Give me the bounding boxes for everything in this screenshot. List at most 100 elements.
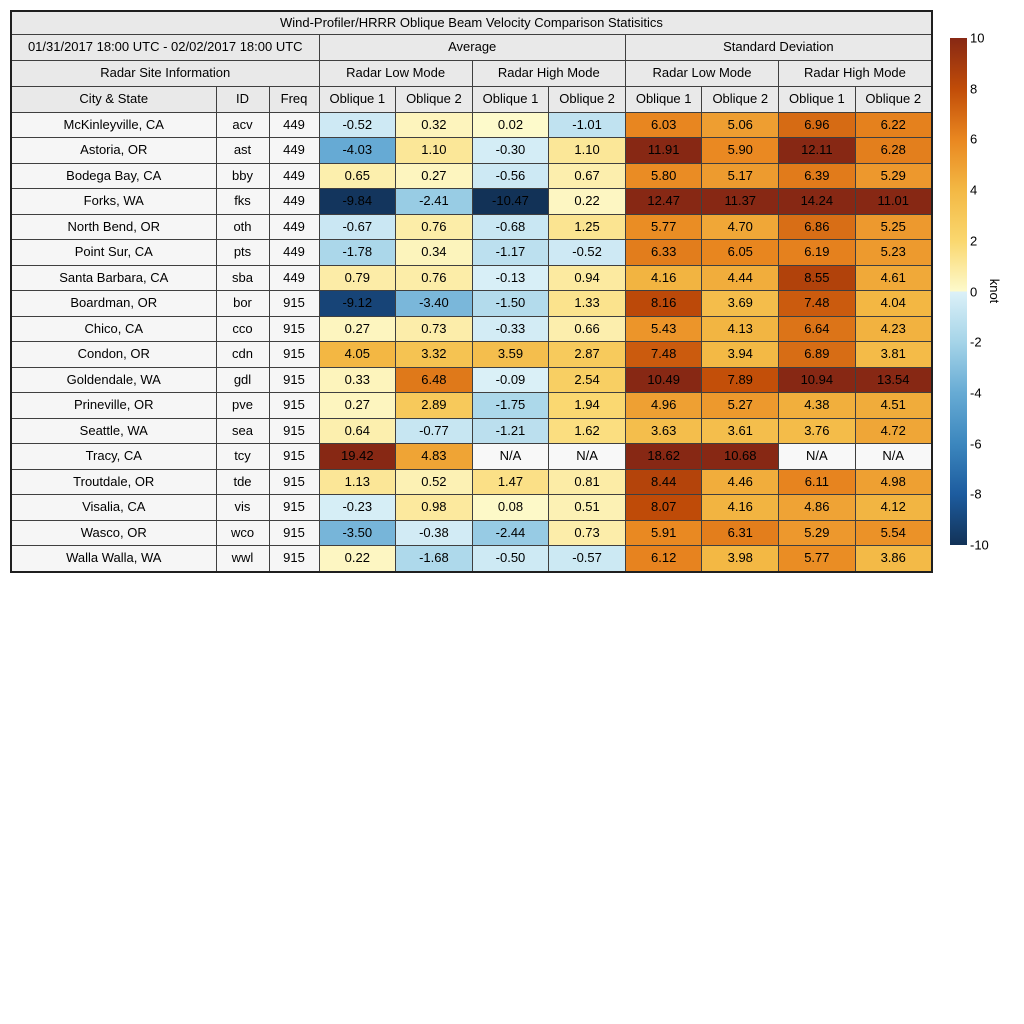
freq-cell: 915 [268, 545, 320, 573]
freq-cell: 915 [268, 392, 320, 419]
colorbar-tick: 8 [970, 81, 978, 97]
city-cell: Santa Barbara, CA [10, 264, 217, 291]
value-cell: 1.10 [395, 137, 473, 164]
value-cell: 3.63 [624, 417, 703, 444]
value-cell: 4.16 [701, 494, 780, 521]
site-id-cell: vis [215, 494, 270, 521]
value-cell: 11.91 [624, 137, 703, 164]
oblique-header: Oblique 2 [548, 85, 626, 113]
value-cell: 5.23 [854, 239, 933, 266]
value-cell: 3.94 [701, 341, 780, 368]
value-cell: 6.39 [778, 162, 856, 189]
value-cell: 14.24 [778, 188, 856, 215]
mode-header-row: Radar Site Information Radar Low Mode Ra… [10, 59, 933, 87]
city-cell: Troutdale, OR [10, 468, 217, 495]
table-row: Bodega Bay, CA bby 449 0.65 0.27 -0.56 0.67 5.8… [10, 162, 933, 189]
value-cell: 3.59 [471, 341, 550, 368]
site-id-cell: bby [215, 162, 270, 189]
value-cell: -0.52 [318, 111, 397, 138]
value-cell: -0.23 [318, 494, 397, 521]
value-cell: 4.72 [854, 417, 933, 444]
value-cell: 5.91 [624, 519, 703, 546]
value-cell: 4.38 [778, 392, 856, 419]
colorbar-tick: 0 [970, 284, 978, 299]
freq-header: Freq [268, 85, 320, 113]
value-cell: 0.76 [395, 213, 473, 240]
site-id-cell: cdn [215, 341, 270, 368]
value-cell: 4.23 [854, 315, 933, 342]
table-body: McKinleyville, CA acv 449 -0.52 0.32 0.02 -1.0… [10, 111, 933, 573]
table-row: McKinleyville, CA acv 449 -0.52 0.32 0.02 -1.0… [10, 111, 933, 138]
value-cell: 0.02 [471, 111, 550, 138]
freq-cell: 449 [268, 239, 320, 266]
value-cell: 1.62 [548, 417, 626, 444]
value-cell: 8.44 [624, 468, 703, 495]
city-cell: Prineville, OR [10, 392, 217, 419]
city-cell: McKinleyville, CA [10, 111, 217, 138]
avg-high-mode-header: Radar High Mode [471, 59, 626, 87]
value-cell: 4.61 [854, 264, 933, 291]
colorbar-tick: -4 [970, 385, 982, 401]
value-cell: 3.69 [701, 290, 780, 317]
site-id-cell: gdl [215, 366, 270, 393]
colorbar-tick: 4 [970, 182, 978, 198]
site-id-cell: cco [215, 315, 270, 342]
value-cell: 5.17 [701, 162, 780, 189]
table-row: Walla Walla, WA wwl 915 0.22 -1.68 -0.50 -0.57… [10, 545, 933, 573]
value-cell: 0.73 [548, 519, 626, 546]
value-cell: 6.05 [701, 239, 780, 266]
colorbar-gradient [950, 38, 967, 545]
value-cell: -0.38 [395, 519, 473, 546]
oblique-header: Oblique 1 [624, 85, 703, 113]
freq-cell: 915 [268, 341, 320, 368]
value-cell: -1.21 [471, 417, 550, 444]
value-cell: 1.94 [548, 392, 626, 419]
freq-cell: 449 [268, 213, 320, 240]
colorbar-ticks: 10 8 6 4 2 0 -2 -4 -6 -8 -10 [970, 32, 1004, 552]
city-cell: Point Sur, CA [10, 239, 217, 266]
city-cell: Visalia, CA [10, 494, 217, 521]
std-low-mode-header: Radar Low Mode [624, 59, 780, 87]
value-cell: 4.05 [318, 341, 397, 368]
city-cell: Condon, OR [10, 341, 217, 368]
value-cell: 5.77 [624, 213, 703, 240]
value-cell: 5.25 [854, 213, 933, 240]
site-id-cell: tcy [215, 443, 270, 470]
oblique-header: Oblique 1 [471, 85, 550, 113]
freq-cell: 449 [268, 111, 320, 138]
value-cell: 0.52 [395, 468, 473, 495]
value-cell: 5.43 [624, 315, 703, 342]
value-cell: 4.86 [778, 494, 856, 521]
table-row: Chico, CA cco 915 0.27 0.73 -0.33 0.66 5.43 4.13… [10, 315, 933, 342]
value-cell: 4.83 [395, 443, 473, 470]
freq-cell: 915 [268, 443, 320, 470]
value-cell: 5.90 [701, 137, 780, 164]
colorbar-unit-label: knot [987, 278, 1002, 304]
date-range: 01/31/2017 18:00 UTC - 02/02/2017 18:00 … [10, 33, 320, 61]
title-row: Wind-Profiler/HRRR Oblique Beam Velocity… [10, 10, 933, 35]
value-cell: 0.22 [548, 188, 626, 215]
value-cell: 3.61 [701, 417, 780, 444]
site-id-cell: wco [215, 519, 270, 546]
value-cell: 4.16 [624, 264, 703, 291]
value-cell: 0.76 [395, 264, 473, 291]
value-cell: 10.49 [624, 366, 703, 393]
value-cell: N/A [471, 443, 550, 470]
value-cell: 4.51 [854, 392, 933, 419]
site-id-cell: pts [215, 239, 270, 266]
site-id-cell: ast [215, 137, 270, 164]
value-cell: 6.03 [624, 111, 703, 138]
value-cell: 6.48 [395, 366, 473, 393]
value-cell: 0.81 [548, 468, 626, 495]
colorbar-tick: -2 [970, 334, 982, 350]
city-state-header: City & State [10, 85, 217, 113]
wind-profiler-comparison-table: Wind-Profiler/HRRR Oblique Beam Velocity… [10, 10, 933, 573]
value-cell: 10.68 [701, 443, 780, 470]
value-cell: 3.32 [395, 341, 473, 368]
site-info-header: Radar Site Information [10, 59, 320, 87]
value-cell: 11.01 [854, 188, 933, 215]
value-cell: 4.70 [701, 213, 780, 240]
site-id-cell: wwl [215, 545, 270, 573]
value-cell: 0.27 [318, 392, 397, 419]
